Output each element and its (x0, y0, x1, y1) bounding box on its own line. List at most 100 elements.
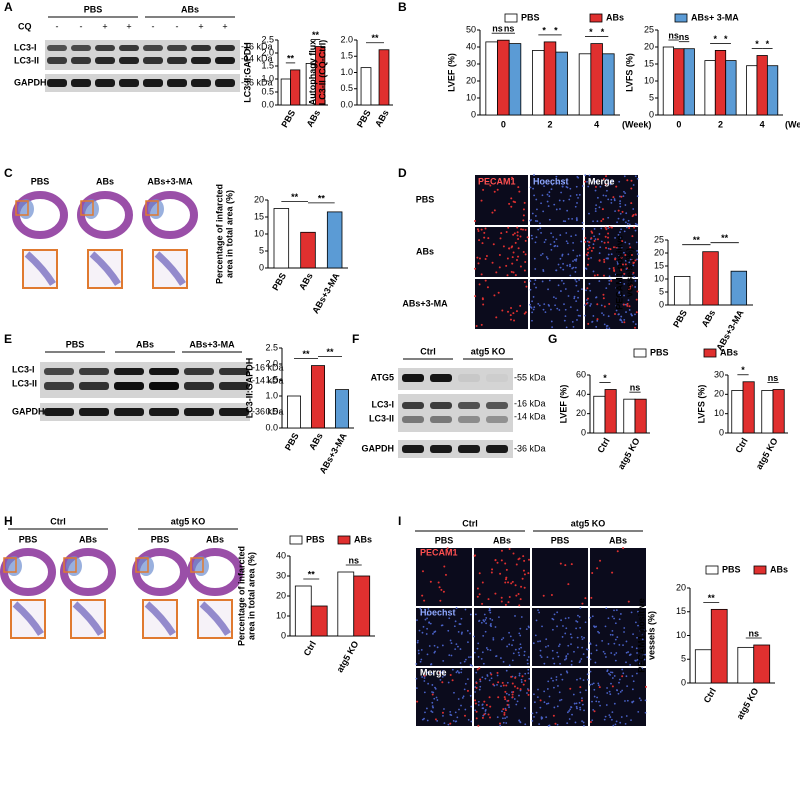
nucleus (578, 701, 581, 704)
nucleus (561, 279, 563, 282)
nucleus (623, 230, 626, 233)
nucleus (578, 615, 581, 618)
nucleus (441, 675, 444, 678)
nucleus (603, 323, 606, 326)
nucleus (629, 653, 632, 656)
vessel (517, 237, 520, 240)
nucleus (574, 234, 577, 237)
nucleus (623, 294, 626, 297)
x-tick-label: ABs+3-MA (310, 271, 342, 316)
nucleus (576, 636, 579, 639)
nucleus (636, 249, 639, 252)
nucleus (543, 241, 546, 244)
nucleus (611, 633, 614, 636)
nucleus (546, 257, 549, 260)
band (149, 382, 179, 390)
nucleus (565, 670, 568, 673)
nucleus (551, 649, 554, 652)
nucleus (575, 627, 578, 630)
vessel (491, 211, 494, 214)
nucleus (565, 657, 568, 660)
blot (398, 440, 513, 458)
nucleus (547, 288, 549, 291)
nucleus (634, 313, 636, 316)
y-tick-label: 25 (644, 24, 654, 34)
nucleus (596, 220, 599, 223)
nucleus (609, 633, 612, 636)
vessel (510, 270, 513, 273)
micrograph (475, 227, 528, 277)
nucleus (509, 635, 512, 638)
nucleus (569, 633, 572, 636)
nucleus (556, 625, 558, 628)
nucleus (530, 234, 533, 237)
label: ABs (609, 535, 627, 545)
bar (673, 48, 685, 116)
nucleus (450, 642, 453, 645)
nucleus (557, 263, 560, 266)
band (215, 79, 235, 87)
nucleus (458, 708, 460, 711)
nucleus (416, 641, 419, 644)
nucleus (594, 210, 597, 213)
nucleus (624, 241, 627, 244)
nucleus (547, 205, 550, 207)
nucleus (599, 201, 602, 203)
vessel (524, 260, 527, 263)
panel-letter: C (4, 166, 13, 180)
nucleus (422, 625, 425, 628)
vessel (604, 235, 607, 238)
nucleus (575, 217, 578, 219)
vessel (489, 716, 492, 719)
vessel (588, 241, 591, 244)
nucleus (624, 204, 627, 206)
vessel (489, 705, 492, 708)
nucleus (552, 296, 555, 299)
vessel (466, 689, 469, 692)
nucleus (595, 296, 598, 299)
nucleus (443, 722, 446, 724)
nucleus (546, 193, 549, 196)
nucleus (447, 681, 450, 684)
bar (731, 390, 744, 434)
nucleus (593, 625, 595, 628)
vessel (564, 564, 567, 567)
nucleus (536, 220, 539, 222)
sig-label: * (766, 39, 770, 49)
vessel (476, 595, 479, 598)
nucleus (547, 644, 550, 647)
nucleus (550, 188, 553, 191)
nucleus (605, 287, 608, 289)
sig-label: ** (287, 53, 295, 63)
nucleus (608, 283, 611, 285)
vessel (477, 262, 480, 265)
nucleus (449, 639, 452, 642)
nucleus (597, 684, 600, 687)
sig-label: ** (308, 569, 316, 579)
legend-label: PBS (306, 534, 325, 544)
nucleus (577, 614, 579, 617)
nucleus (464, 708, 467, 711)
y-tick-label: 20 (576, 408, 586, 418)
band (114, 368, 144, 375)
nucleus (613, 675, 616, 677)
band (149, 368, 179, 375)
nucleus (478, 620, 480, 623)
nucleus (629, 258, 632, 261)
nucleus (615, 720, 618, 723)
vessel (504, 698, 507, 701)
vessel (499, 237, 502, 240)
label: ABs (416, 246, 434, 256)
nucleus (576, 678, 578, 681)
bar (543, 41, 557, 116)
nucleus (477, 655, 480, 658)
nucleus (495, 655, 498, 657)
bar (590, 43, 603, 116)
nucleus (594, 189, 597, 192)
panel-letter: F (352, 332, 359, 346)
nucleus (592, 682, 595, 685)
nucleus (535, 619, 538, 622)
vessel (503, 713, 506, 716)
vessel (621, 263, 624, 266)
nucleus (553, 662, 556, 665)
